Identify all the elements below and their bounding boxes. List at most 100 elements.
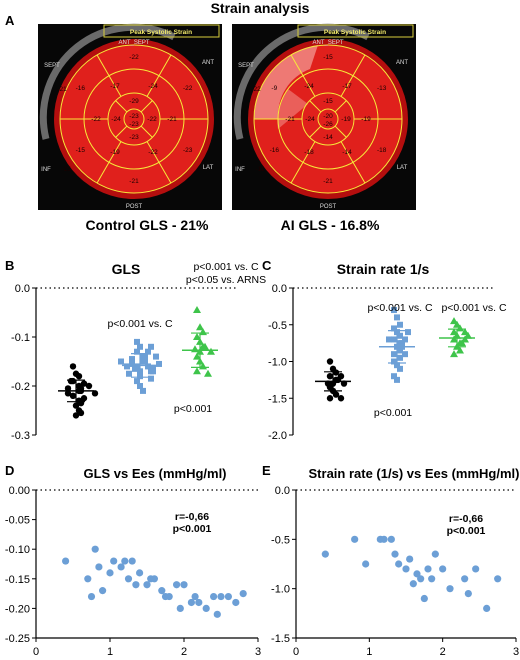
y-tick-label: -0.15 (5, 574, 30, 586)
data-point (165, 592, 173, 601)
segment-value: -19 (361, 116, 371, 123)
data-point (132, 581, 140, 589)
x-tick-label: 1 (366, 646, 372, 658)
correlation-p: p<0.001 (173, 523, 212, 535)
data-point (391, 325, 397, 332)
segment-divider (290, 141, 316, 184)
data-point (409, 580, 417, 588)
data-point (420, 594, 428, 603)
data-point (332, 391, 340, 398)
segment-value: -29 (129, 98, 139, 105)
x-tick-label: 3 (255, 646, 261, 658)
data-point (145, 363, 151, 370)
wall-label: LAT (397, 165, 408, 171)
data-point (110, 557, 118, 565)
data-point (380, 535, 388, 543)
data-point (121, 557, 129, 565)
segment-divider (146, 54, 172, 97)
ai-strain-map: Peak Systolic Strain -15 -13 -18 -21 -16 -9 -17… (232, 23, 416, 210)
segment-value: -17 (342, 83, 352, 90)
data-point (202, 604, 210, 613)
data-point (153, 353, 159, 360)
y-tick-label: -1.5 (271, 633, 290, 645)
segment-value: -16 (270, 147, 280, 154)
data-point (191, 592, 199, 601)
y-tick-label: -0.05 (5, 515, 30, 527)
segment-value: -23 (183, 147, 193, 154)
data-point (207, 347, 215, 355)
segment-divider (340, 141, 366, 184)
data-point (129, 356, 135, 363)
x-tick-label: 0 (33, 646, 39, 658)
annotation: p<0.001 vs. C (441, 302, 506, 314)
data-point (193, 333, 201, 340)
data-point (472, 565, 480, 573)
y-tick-label: -1.0 (268, 357, 287, 369)
bullseye-fill (254, 45, 402, 193)
wall-label: ANT (396, 60, 408, 66)
segment-value: -23 (129, 134, 139, 141)
data-point (134, 378, 140, 385)
chart-title: GLS vs Ees (mmHg/ml) (83, 466, 226, 481)
data-point (397, 354, 403, 361)
chart-strain-rate-vs-ees: Strain rate (1/s) vs Ees (mmHg/ml) 0.0 -0.… (271, 466, 519, 658)
y-tick-label: -0.5 (268, 320, 287, 332)
segment-value: -18 (377, 147, 387, 154)
data-point (217, 592, 225, 601)
data-point (77, 399, 85, 407)
data-point (126, 370, 132, 377)
segment-value: -21 (57, 86, 67, 93)
annotation: p<0.001 vs. C (367, 302, 432, 314)
data-point (402, 565, 410, 573)
x-tick-label: 0 (293, 646, 299, 658)
data-point (75, 373, 83, 380)
data-point (458, 339, 466, 347)
data-point (224, 592, 232, 601)
data-point (137, 343, 143, 350)
data-point (239, 590, 247, 598)
wall-label: SEPT (238, 63, 254, 69)
data-point (134, 338, 140, 345)
data-point (118, 358, 124, 365)
segment-value: -21 (129, 178, 139, 185)
data-point (148, 375, 154, 382)
bullseye-ring (317, 108, 339, 130)
data-point (413, 570, 421, 578)
data-point (148, 343, 154, 350)
data-point (201, 342, 209, 350)
data-point (142, 353, 148, 360)
y-tick-label: 0.0 (275, 485, 290, 497)
segment-divider (96, 54, 122, 97)
y-tick-label: -0.20 (5, 603, 30, 615)
data-point (176, 604, 184, 613)
x-tick-label: 3 (513, 646, 519, 658)
data-point (124, 363, 130, 370)
wall-label: ANT_SEPT (118, 40, 149, 46)
correlation-p: p<0.001 (447, 525, 486, 537)
data-point (80, 380, 88, 387)
data-point (137, 383, 143, 389)
data-point (402, 336, 408, 343)
data-point (494, 575, 502, 583)
segment-value: -22 (183, 85, 193, 92)
data-point (394, 329, 400, 336)
chart-title: Strain rate 1/s (337, 261, 430, 277)
data-point (128, 557, 136, 565)
segment-value: -19 (110, 149, 120, 156)
wall-label: INF (235, 167, 245, 173)
data-point (391, 336, 397, 343)
annotation: p<0.001 vs. C (193, 261, 258, 273)
segment-value: -24 (148, 83, 158, 90)
data-point (193, 306, 201, 314)
segment-value: -24 (304, 83, 314, 90)
data-point (99, 587, 107, 595)
segment-divider (309, 125, 322, 138)
segment-value: -20 (323, 113, 333, 120)
data-point (150, 575, 158, 583)
data-point (196, 323, 204, 331)
segment-divider (309, 100, 322, 113)
data-point (464, 331, 472, 339)
map-title: Peak Systolic Strain (130, 29, 192, 36)
segment-divider (115, 100, 128, 113)
panel-label-e: E (262, 463, 271, 478)
